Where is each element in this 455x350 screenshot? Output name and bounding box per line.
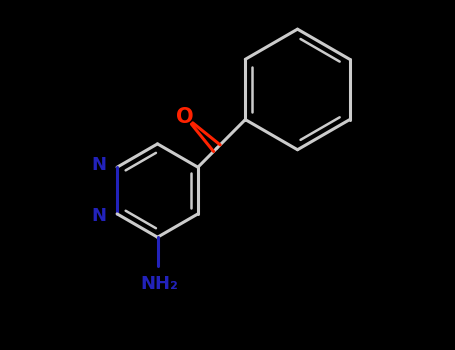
- Text: N: N: [91, 207, 106, 225]
- Text: NH₂: NH₂: [141, 275, 178, 293]
- Text: N: N: [91, 156, 106, 174]
- Text: O: O: [177, 107, 194, 127]
